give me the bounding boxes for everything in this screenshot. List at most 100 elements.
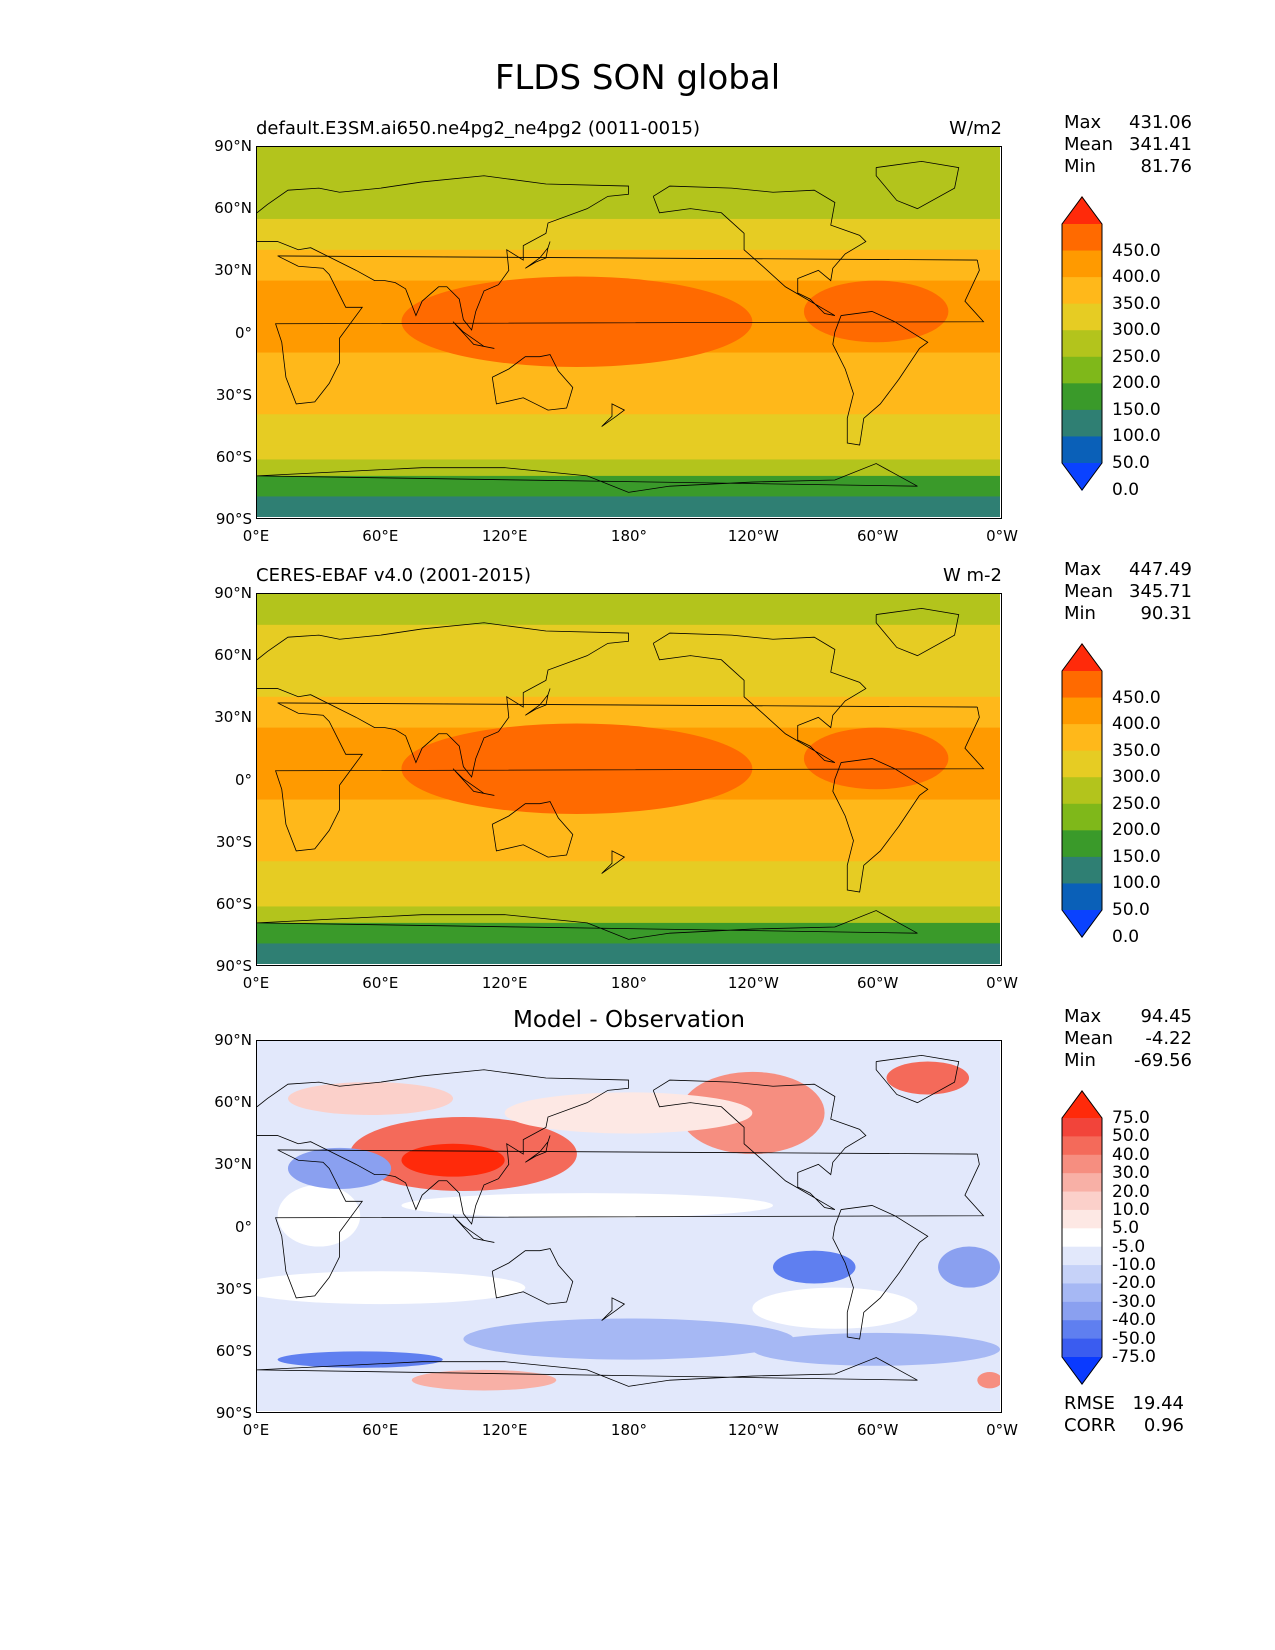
stat-label: Max	[1064, 1006, 1102, 1027]
lat-tick-label: 30°S	[215, 385, 252, 404]
stat-value: 345.71	[1129, 581, 1192, 602]
coastline	[875, 1054, 960, 1104]
colorbar-tick-label: 10.0	[1112, 1199, 1150, 1220]
colorbar-tick-label: 50.0	[1112, 1126, 1150, 1147]
coastline	[652, 185, 867, 316]
lon-tick-label: 120°E	[481, 974, 528, 992]
colorbar-tick-label: -30.0	[1112, 1291, 1156, 1312]
stat-value: 431.06	[1129, 112, 1192, 133]
coastline	[257, 910, 918, 940]
colorbar	[1061, 1090, 1103, 1385]
lon-tick-label: 120°W	[727, 974, 779, 992]
colorbar-tick-label: 300.0	[1112, 320, 1161, 341]
filled-contour-field	[257, 594, 1000, 964]
coastline	[275, 255, 985, 405]
lat-tick-label: 30°N	[214, 261, 252, 280]
figure-title: FLDS SON global	[494, 58, 781, 98]
panel-title-center: Model - Observation	[512, 1007, 746, 1033]
colorbar-tick-label: -50.0	[1112, 1328, 1156, 1349]
coastline	[275, 702, 985, 852]
colorbar-tick-label: 200.0	[1112, 373, 1161, 394]
lon-tick-label: 60°E	[362, 527, 399, 545]
lat-tick-label: 0°	[234, 323, 252, 342]
colorbar-tick-label: 150.0	[1112, 399, 1161, 420]
lat-tick-label: 0°	[234, 770, 252, 789]
colorbar-tick-label: 75.0	[1112, 1108, 1150, 1128]
coastline	[525, 688, 551, 716]
lon-tick-label: 60°W	[856, 527, 899, 545]
stat-label: RMSE	[1064, 1393, 1115, 1414]
lon-tick-label: 60°W	[856, 1421, 899, 1439]
lat-tick-label: 90°S	[215, 957, 252, 975]
colorbar-tick-label: 400.0	[1112, 267, 1161, 288]
colorbar-tick-label: -40.0	[1112, 1310, 1156, 1331]
coastline	[491, 354, 574, 411]
coastline	[525, 1135, 551, 1163]
coastline	[452, 321, 495, 349]
lon-tick-label: 180°	[610, 974, 648, 992]
stat-label: Mean	[1064, 134, 1114, 155]
filled-contour-field	[257, 1041, 1000, 1411]
colorbar-tick-label: 350.0	[1112, 293, 1161, 314]
coastline	[652, 632, 867, 763]
stat-value: 94.45	[1140, 1006, 1192, 1027]
colorbar-tick-label: 450.0	[1112, 687, 1161, 708]
coastline	[257, 1069, 629, 1225]
coastline	[832, 311, 929, 446]
filled-contour-field	[257, 147, 1000, 517]
coastline	[275, 1149, 985, 1299]
panel-title-left: default.E3SM.ai650.ne4pg2_ne4pg2 (0011-0…	[256, 118, 701, 139]
lat-tick-label: 90°N	[214, 584, 252, 602]
colorbar-tick-label: -5.0	[1112, 1236, 1146, 1257]
coastline	[491, 1248, 574, 1305]
colorbar-tick-label: 200.0	[1112, 820, 1161, 841]
lat-tick-label: 60°S	[215, 447, 252, 466]
colorbar-tick-label: 5.0	[1112, 1218, 1140, 1239]
stat-value: 81.76	[1140, 156, 1192, 177]
panel-model: default.E3SM.ai650.ne4pg2_ne4pg2 (0011-0…	[0, 0, 1275, 450]
colorbar-tick-label: -10.0	[1112, 1255, 1156, 1276]
coastline	[525, 241, 551, 269]
stat-label: Min	[1064, 603, 1096, 624]
stat-value: 0.96	[1143, 1415, 1184, 1436]
coastline	[875, 160, 960, 210]
colorbar-tick-label: 350.0	[1112, 740, 1161, 761]
coastline	[491, 801, 574, 858]
coastline	[832, 758, 929, 893]
stat-value: -4.22	[1145, 1028, 1192, 1049]
lat-tick-label: 60°S	[215, 1341, 252, 1360]
lat-tick-label: 60°S	[215, 894, 252, 913]
lon-tick-label: 180°	[610, 527, 648, 545]
lon-tick-label: 120°W	[727, 527, 779, 545]
error-stats-box: RMSE 19.44 CORR 0.96	[1064, 1393, 1184, 1437]
stat-value: 19.44	[1132, 1393, 1184, 1414]
lon-tick-label: 60°W	[856, 974, 899, 992]
lon-tick-label: 0°E	[242, 527, 270, 545]
stat-label: Mean	[1064, 581, 1114, 602]
stats-box: Max 94.45 Mean -4.22 Min -69.56	[1064, 1006, 1192, 1072]
stat-value: 90.31	[1140, 603, 1192, 624]
colorbar-tick-label: 50.0	[1112, 900, 1150, 920]
colorbar-tick-label: -75.0	[1112, 1347, 1156, 1367]
colorbar-tick-label: 0.0	[1112, 479, 1140, 500]
lat-tick-label: 30°S	[215, 832, 252, 851]
lat-tick-label: 90°S	[215, 510, 252, 528]
lat-tick-label: 60°N	[214, 646, 252, 665]
map-difference	[256, 1040, 1002, 1413]
lon-tick-label: 120°W	[727, 1421, 779, 1439]
stat-label: Max	[1064, 112, 1102, 133]
panel-units: W/m2	[949, 118, 1002, 139]
lat-tick-label: 60°N	[214, 199, 252, 218]
lon-tick-label: 120°E	[481, 1421, 528, 1439]
stat-value: 341.41	[1129, 134, 1192, 155]
stat-value: 447.49	[1129, 559, 1192, 580]
colorbar-tick-label: 400.0	[1112, 714, 1161, 735]
stat-label: Min	[1064, 1050, 1096, 1071]
colorbar-tick-label: 100.0	[1112, 426, 1161, 447]
coastline	[601, 403, 626, 427]
colorbar-tick-label: 50.0	[1112, 453, 1150, 473]
stat-label: CORR	[1064, 1415, 1116, 1436]
lon-tick-label: 60°E	[362, 974, 399, 992]
colorbar-tick-label: 30.0	[1112, 1163, 1150, 1184]
coastline	[875, 607, 960, 657]
